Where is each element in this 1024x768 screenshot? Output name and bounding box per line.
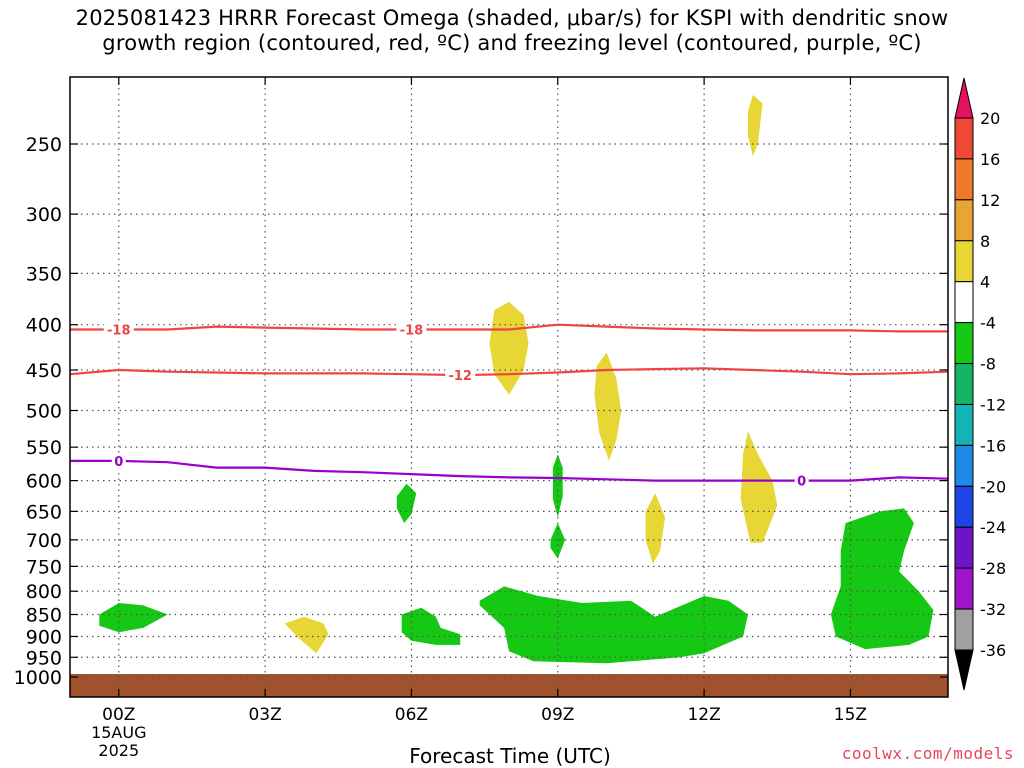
omega-region-11: [479, 586, 748, 664]
y-tick-label-900: 900: [26, 626, 62, 648]
contour-label-bg-0-1: [396, 321, 427, 338]
contour-label-1-0: -12: [448, 369, 472, 384]
y-tick-label-800: 800: [26, 581, 62, 603]
colorbar-label-13: -36: [980, 641, 1006, 660]
omega-region-3: [740, 431, 778, 543]
colorbar-swatch-6: [954, 322, 974, 365]
y-tick-label-250: 250: [26, 134, 62, 156]
chart-title: 2025081423 HRRR Forecast Omega (shaded, …: [0, 6, 1024, 56]
colorbar-swatch-12: [954, 567, 974, 610]
x-tick-label-15Z: 15Z: [834, 705, 867, 725]
contour-label-0-1: -18: [400, 323, 424, 338]
colorbar-label-1: 16: [980, 150, 1000, 169]
colorbar-swatch-11: [954, 526, 974, 569]
omega-region-1: [489, 301, 529, 395]
chart-title-line-1: 2025081423 HRRR Forecast Omega (shaded, …: [75, 6, 949, 30]
colorbar-label-11: -28: [980, 559, 1006, 578]
y-tick-label-950: 950: [26, 647, 62, 669]
colorbar-swatch-3: [954, 199, 974, 242]
y-tick-label-700: 700: [26, 530, 62, 552]
colorbar-swatch-13: [954, 608, 974, 651]
colorbar-swatch-7: [954, 363, 974, 405]
chart-title-line-2: growth region (contoured, red, ºC) and f…: [102, 31, 922, 55]
x-tick-sublabel-1: 2025: [98, 741, 139, 760]
contour-label-bg-0-0: [103, 321, 134, 338]
colorbar-swatch-4: [954, 240, 974, 283]
omega-region-4: [645, 493, 666, 564]
contour-line-0: [70, 323, 948, 333]
colorbar-swatch-10: [954, 485, 974, 528]
contour-line-2: [70, 459, 948, 482]
omega-region-9: [550, 523, 566, 559]
colorbar-swatch-5: [954, 281, 974, 324]
colorbar-swatch-9: [954, 444, 974, 487]
x-axis-label: Forecast Time (UTC): [409, 744, 611, 768]
omega-region-5: [284, 616, 329, 654]
colorbar-top-arrow: [954, 77, 974, 119]
colorbar-label-6: -8: [980, 355, 996, 374]
omega-region-10: [401, 607, 461, 645]
colorbar-label-9: -20: [980, 477, 1006, 496]
ground-fill: [70, 674, 948, 697]
y-tick-label-650: 650: [26, 501, 62, 523]
x-tick-label-00Z: 00Z: [102, 705, 135, 725]
y-tick-label-1000: 1000: [14, 667, 62, 689]
contour-label-bg-1-0: [445, 367, 476, 384]
x-tick-label-12Z: 12Z: [687, 705, 720, 725]
contour-line-1: [70, 367, 948, 377]
y-tick-label-750: 750: [26, 556, 62, 578]
contour-label-bg-2-0: [111, 452, 126, 469]
omega-region-12: [830, 508, 934, 650]
colorbar-swatch-2: [954, 158, 974, 201]
colorbar-label-2: 12: [980, 191, 1000, 210]
colorbar-bottom-arrow: [954, 649, 974, 691]
contour-label-bg-2-1: [794, 472, 809, 489]
x-tick-label-06Z: 06Z: [395, 705, 428, 725]
y-tick-label-550: 550: [26, 437, 62, 459]
colorbar-swatch-1: [954, 117, 974, 160]
colorbar-label-3: 8: [980, 232, 990, 251]
colorbar-label-4: 4: [980, 273, 990, 292]
colorbar-swatch-8: [954, 403, 974, 446]
omega-region-8: [552, 454, 563, 518]
omega-region-0: [748, 94, 763, 157]
y-tick-label-450: 450: [26, 360, 62, 382]
y-tick-label-850: 850: [26, 605, 62, 627]
y-tick-label-400: 400: [26, 315, 62, 337]
y-tick-label-500: 500: [26, 401, 62, 423]
y-tick-label-600: 600: [26, 471, 62, 493]
plot-area: -18 -18 -12 0 0: [70, 77, 948, 697]
plot-frame: [69, 76, 949, 698]
credit-link[interactable]: coolwx.com/models: [841, 744, 1014, 763]
contour-label-0-0: -18: [107, 323, 131, 338]
x-tick-sublabel-0: 15AUG: [91, 723, 146, 742]
contour-label-2-0: 0: [114, 455, 123, 470]
omega-region-6: [99, 603, 168, 633]
colorbar-label-12: -32: [980, 600, 1006, 619]
colorbar-label-10: -24: [980, 518, 1006, 537]
y-tick-label-350: 350: [26, 263, 62, 285]
contour-label-2-1: 0: [797, 475, 806, 490]
x-tick-label-09Z: 09Z: [541, 705, 574, 725]
y-tick-label-300: 300: [26, 204, 62, 226]
colorbar-label-0: 20: [980, 109, 1000, 128]
colorbar-label-5: -4: [980, 314, 996, 333]
x-tick-label-03Z: 03Z: [248, 705, 281, 725]
colorbar-label-7: -12: [980, 395, 1006, 414]
omega-region-2: [594, 352, 622, 461]
omega-region-7: [396, 483, 417, 523]
colorbar-label-8: -16: [980, 436, 1006, 455]
